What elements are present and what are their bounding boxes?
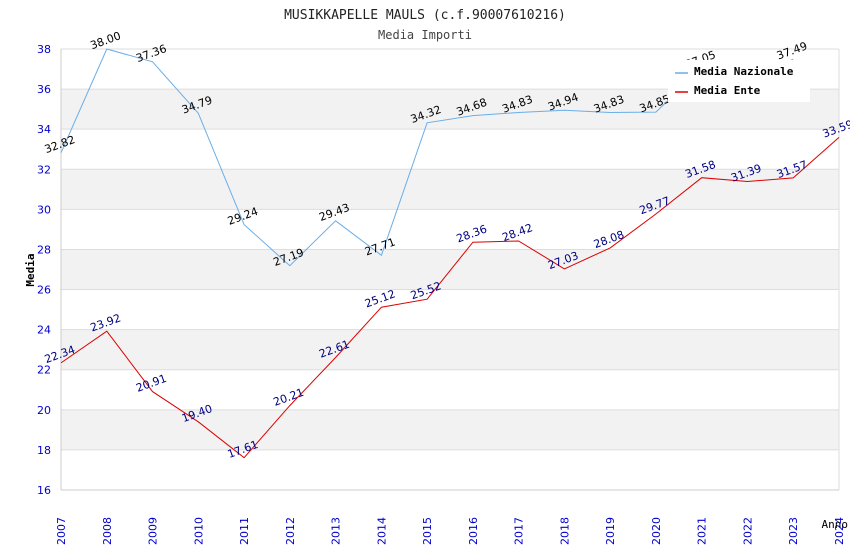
x-tick-label: 2008 (101, 517, 114, 545)
x-tick-label: 2017 (513, 517, 526, 545)
y-tick-label: 38 (37, 43, 51, 56)
x-tick-label: 2009 (147, 517, 160, 545)
x-tick-label: 2013 (330, 517, 343, 545)
x-tick-label: 2023 (787, 517, 800, 545)
y-tick-label: 28 (37, 243, 51, 256)
x-tick-label: 2018 (558, 517, 571, 545)
grid-band (61, 329, 839, 370)
legend: Media Nazionale Media Ente (668, 60, 810, 102)
grid-band (61, 209, 839, 250)
x-axis-label: Anno (822, 518, 849, 531)
y-tick-label: 24 (37, 324, 51, 337)
grid-band (61, 249, 839, 290)
x-tick-label: 2012 (284, 517, 297, 545)
x-tick-label: 2019 (604, 517, 617, 545)
grid-band (61, 169, 839, 210)
grid-band (61, 409, 839, 450)
x-tick-label: 2014 (375, 517, 388, 545)
legend-label-media-ente: Media Ente (694, 84, 761, 97)
y-tick-label: 36 (37, 83, 51, 96)
y-tick-label: 34 (37, 123, 51, 136)
x-axis-ticks: 2007 2008 2009 2010 2011 2012 2013 2014 2015 2016… (55, 517, 846, 545)
y-tick-label: 26 (37, 284, 51, 297)
y-tick-label: 32 (37, 163, 51, 176)
grid-band (61, 369, 839, 410)
x-tick-label: 2015 (421, 517, 434, 545)
y-axis-label: Media (24, 253, 37, 286)
y-tick-label: 18 (37, 444, 51, 457)
chart-title: MUSIKKAPELLE MAULS (c.f.90007610216) (284, 8, 566, 23)
y-axis-ticks: 16 18 20 22 24 26 28 30 32 34 36 38 (37, 43, 51, 497)
grid-band (61, 289, 839, 330)
y-tick-label: 22 (37, 364, 51, 377)
y-tick-label: 16 (37, 484, 51, 497)
legend-label-media-nazionale: Media Nazionale (694, 65, 794, 78)
plot-background (61, 49, 839, 490)
grid-band (61, 449, 839, 490)
x-tick-label: 2011 (238, 517, 251, 545)
x-tick-label: 2021 (696, 517, 709, 545)
chart-subtitle: Media Importi (378, 28, 472, 42)
x-tick-label: 2020 (650, 517, 663, 545)
grid-band (61, 129, 839, 170)
legend-background (668, 60, 810, 102)
x-tick-label: 2007 (55, 517, 68, 545)
x-tick-label: 2024 (833, 517, 846, 545)
x-tick-label: 2016 (467, 517, 480, 545)
series-line-media-ente (60, 137, 840, 459)
gridlines (60, 48, 840, 491)
x-tick-label: 2022 (741, 517, 754, 545)
y-tick-label: 30 (37, 203, 51, 216)
x-tick-label: 2010 (192, 517, 205, 545)
y-tick-label: 20 (37, 404, 51, 417)
